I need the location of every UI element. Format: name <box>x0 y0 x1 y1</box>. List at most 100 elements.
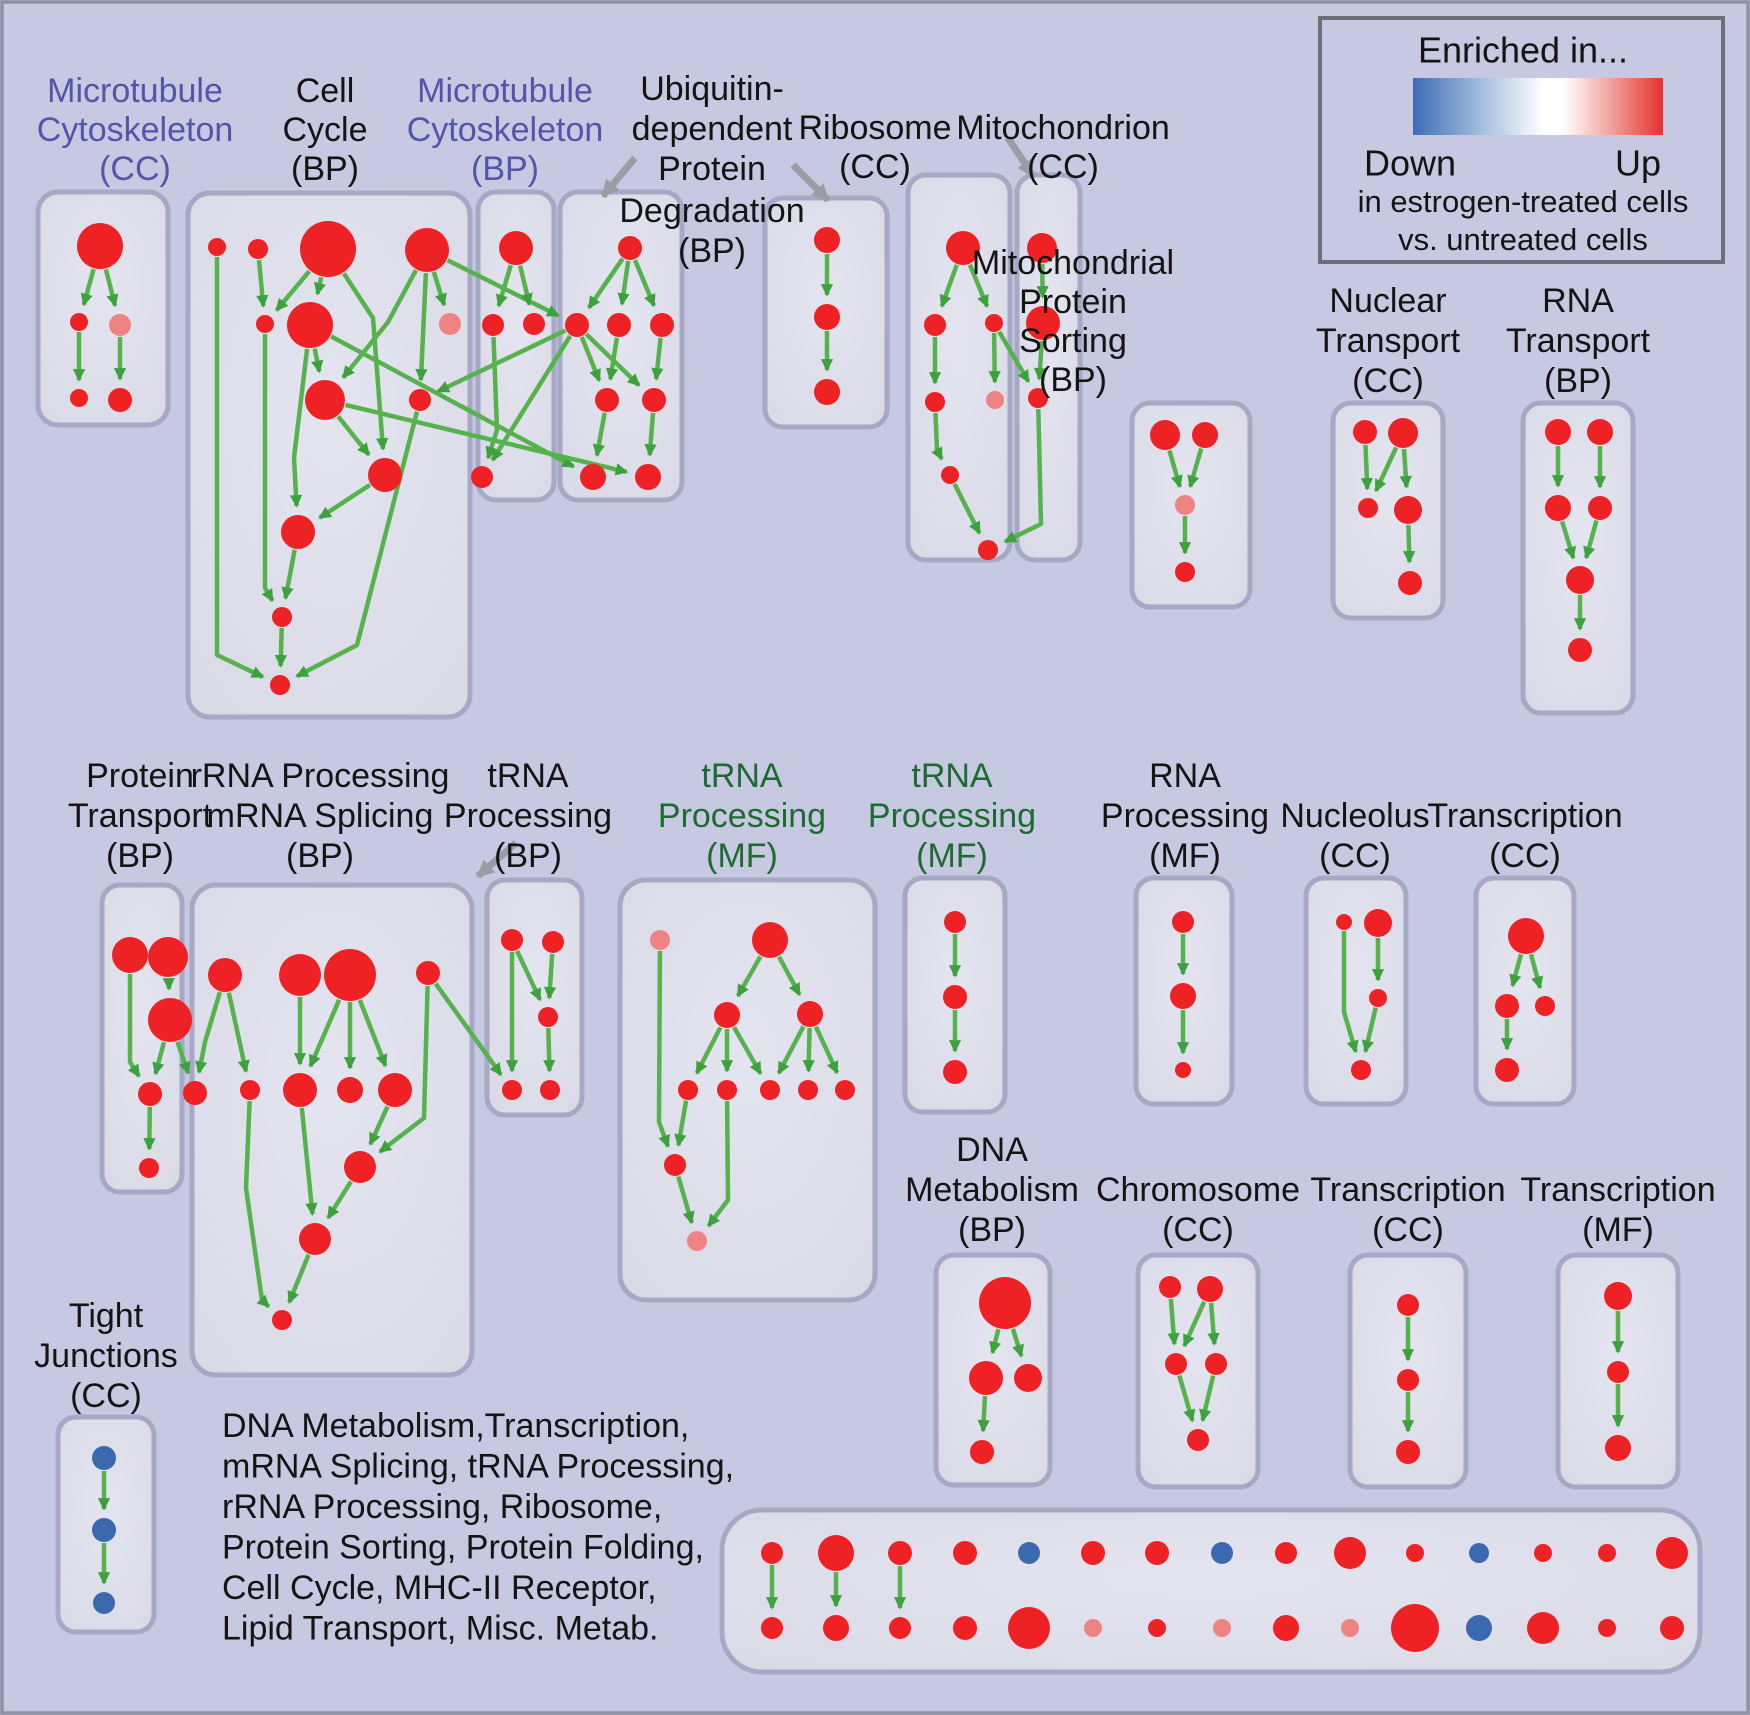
node-bt10 <box>1334 1537 1366 1569</box>
node-u6 <box>580 464 606 490</box>
node-bb3 <box>889 1617 911 1639</box>
node-g9 <box>664 1154 686 1176</box>
node-c2 <box>248 239 268 259</box>
label-transcription-cc-top-line-1: Transcription <box>1427 797 1622 835</box>
edge-c4-c9 <box>415 272 429 382</box>
misc-text-line-1: DNA Metabolism,Transcription, <box>222 1407 689 1445</box>
node-bb1 <box>761 1617 783 1639</box>
node-nt2 <box>1388 418 1418 448</box>
node-m4 <box>471 466 493 488</box>
node-g5 <box>717 1080 737 1100</box>
label-trna-processing-mf-1-line-3: (MF) <box>706 837 778 875</box>
node-rt2 <box>1587 419 1613 445</box>
node-u7 <box>635 464 661 490</box>
node-v1 <box>814 227 840 253</box>
node-x2 <box>1607 1361 1629 1383</box>
node-bt7 <box>1145 1541 1169 1565</box>
node-bt9 <box>1275 1542 1297 1564</box>
node-tj1 <box>92 1446 116 1470</box>
node-k1 <box>1508 918 1544 954</box>
edge-k1-k2 <box>1509 953 1524 988</box>
node-bt6 <box>1081 1541 1105 1565</box>
node-r7 <box>978 540 998 560</box>
node-bt4 <box>953 1541 977 1565</box>
node-tj3 <box>93 1592 115 1614</box>
node-c9 <box>409 389 431 411</box>
node-r1 <box>946 231 980 265</box>
node-r2 <box>924 314 946 336</box>
edge-u0-u3 <box>632 259 656 308</box>
label-microtubule-cytoskeleton-bp-line-1: Microtubule <box>417 72 593 110</box>
edge-g0-g9 <box>656 950 671 1148</box>
edge-e1-e3 <box>1167 1298 1180 1346</box>
edge-g4-g9 <box>674 1100 689 1147</box>
cluster-rna-transport-box <box>1520 400 1636 716</box>
edge-nt2-nt3 <box>1373 446 1399 493</box>
edge-c4-c7 <box>431 271 447 307</box>
annotation-arrow-2 <box>790 162 831 203</box>
node-q0 <box>183 1081 207 1105</box>
edge-u5-u7 <box>644 412 657 457</box>
edge-p1-p4 <box>127 974 141 1078</box>
edge-m1-m3 <box>517 264 533 307</box>
cluster-microtubule-cc-box <box>35 189 171 428</box>
node-bt8 <box>1211 1542 1233 1564</box>
edge-r3-r5 <box>988 332 1001 384</box>
edge-g1-g2 <box>735 955 763 998</box>
node-u2 <box>607 313 631 337</box>
edge-q4-q9 <box>378 985 430 1154</box>
edge-t2-t3 <box>543 953 557 1000</box>
node-f1 <box>1397 1294 1419 1316</box>
edge-r4-r6 <box>931 412 944 461</box>
edge-r1-r2 <box>939 264 959 308</box>
label-ribosome-cc-line-2: (CC) <box>839 148 911 186</box>
node-q3 <box>324 949 376 1001</box>
edge-q9-q10 <box>326 1180 353 1220</box>
edge-u1-m4 <box>490 334 573 462</box>
label-tight-junctions-cc-line-2: Junctions <box>34 1337 178 1375</box>
label-mitochondrial-protein-sorting-bp-line-1: Mitochondrial <box>972 244 1174 282</box>
edge-u3-u5 <box>651 337 664 381</box>
edge-nt2-nt4 <box>1399 448 1412 489</box>
edge-c9-c13 <box>295 411 420 679</box>
edge-a1-a2 <box>80 268 96 307</box>
label-ubiquitin-dependent-protein-degradation-bp-line-5: (BP) <box>678 232 746 270</box>
node-bb2 <box>823 1615 849 1641</box>
label-protein-transport-bp-line-3: (BP) <box>106 837 174 875</box>
edge-u1-c9 <box>436 328 567 394</box>
edge-u4-u6 <box>592 412 607 458</box>
node-r4 <box>925 392 945 412</box>
label-tight-junctions-cc-line-3: (CC) <box>70 1377 142 1415</box>
node-v3 <box>814 379 840 405</box>
node-nt1 <box>1353 420 1377 444</box>
label-nuclear-transport-cc-line-1: Nuclear <box>1329 282 1446 320</box>
edge-d1-d2 <box>989 1328 1002 1355</box>
label-ubiquitin-dependent-protein-degradation-bp-line-1: Ubiquitin- <box>640 70 784 108</box>
edge-c8-u7 <box>344 402 629 476</box>
node-g7 <box>798 1080 818 1100</box>
edge-s1-s3 <box>1167 449 1183 489</box>
legend-gradient-bar <box>1413 78 1663 135</box>
node-g2 <box>714 1002 740 1028</box>
edge-g3-g7 <box>802 1027 815 1073</box>
edge-q6-q10 <box>299 1107 318 1216</box>
node-e1 <box>1159 1276 1181 1298</box>
label-trna-processing-mf-1-line-1: tRNA <box>701 757 783 795</box>
edge-c4-c8 <box>341 269 418 379</box>
node-bt3 <box>888 1541 912 1565</box>
label-rna-transport-bp-line-3: (BP) <box>1544 362 1612 400</box>
node-a3 <box>109 314 131 336</box>
node-f2 <box>1397 1369 1419 1391</box>
misc-text-line-6: Lipid Transport, Misc. Metab. <box>222 1609 659 1647</box>
node-bb15 <box>1660 1616 1684 1640</box>
node-d4 <box>970 1440 994 1464</box>
label-nucleolus-cc-line-2: (CC) <box>1319 837 1391 875</box>
node-bb5 <box>1008 1607 1050 1649</box>
node-bt11 <box>1406 1544 1424 1562</box>
node-bt14 <box>1598 1544 1616 1562</box>
edge-a1-a3 <box>103 268 119 308</box>
node-m3 <box>523 313 545 335</box>
node-h1 <box>944 911 966 933</box>
label-mitochondrial-protein-sorting-bp-line-2: Protein <box>1019 283 1127 321</box>
